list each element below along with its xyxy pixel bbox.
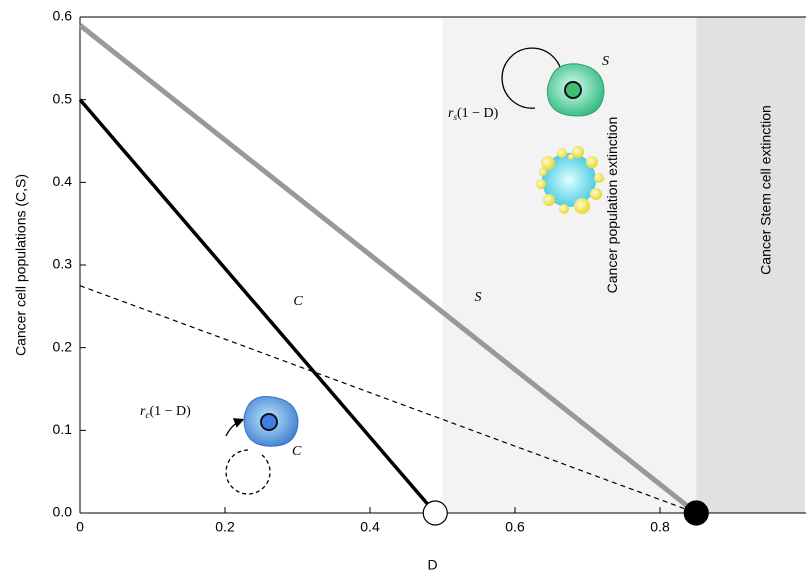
y-axis-label: Cancer cell populations (C,S) — [13, 174, 29, 356]
y-tick-label: 0.1 — [53, 421, 73, 437]
c-nucleus — [261, 414, 277, 430]
series-label: S — [475, 290, 482, 305]
y-tick-label: 0.6 — [53, 8, 73, 24]
c-rate-label: rc(1 − D) — [140, 404, 191, 420]
y-tick-label: 0.4 — [53, 173, 73, 189]
x-axis-label: D — [427, 557, 437, 573]
region — [696, 17, 805, 513]
region-label: Cancer population extinction — [604, 117, 620, 294]
x-tick-label: 0.4 — [360, 519, 380, 535]
x-tick-label: 0.8 — [650, 519, 670, 535]
y-tick-label: 0.2 — [53, 338, 73, 354]
x-tick-label: 0 — [76, 519, 84, 535]
s-cell-label: S — [602, 54, 609, 69]
c-cell-label: C — [292, 444, 302, 459]
x-tick-label: 0.6 — [505, 519, 525, 535]
background-layer — [80, 17, 806, 513]
c-arrow — [226, 420, 242, 436]
end-point — [423, 501, 447, 525]
x-tick-label: 0.2 — [215, 519, 235, 535]
series-line — [80, 100, 435, 513]
y-tick-label: 0.5 — [53, 90, 73, 106]
rate-tail: (1 − D) — [457, 106, 499, 121]
rate-tail: (1 − D) — [149, 404, 191, 419]
s-nucleus — [565, 82, 581, 98]
chart: Cancer population extinction Cancer Stem … — [0, 0, 806, 583]
region-label: Cancer Stem cell extinction — [757, 105, 773, 275]
y-tick-label: 0.3 — [53, 256, 73, 272]
c-loop — [226, 450, 270, 494]
end-point — [684, 501, 708, 525]
y-tick-label: 0.0 — [53, 504, 73, 520]
series-label: C — [293, 294, 303, 309]
